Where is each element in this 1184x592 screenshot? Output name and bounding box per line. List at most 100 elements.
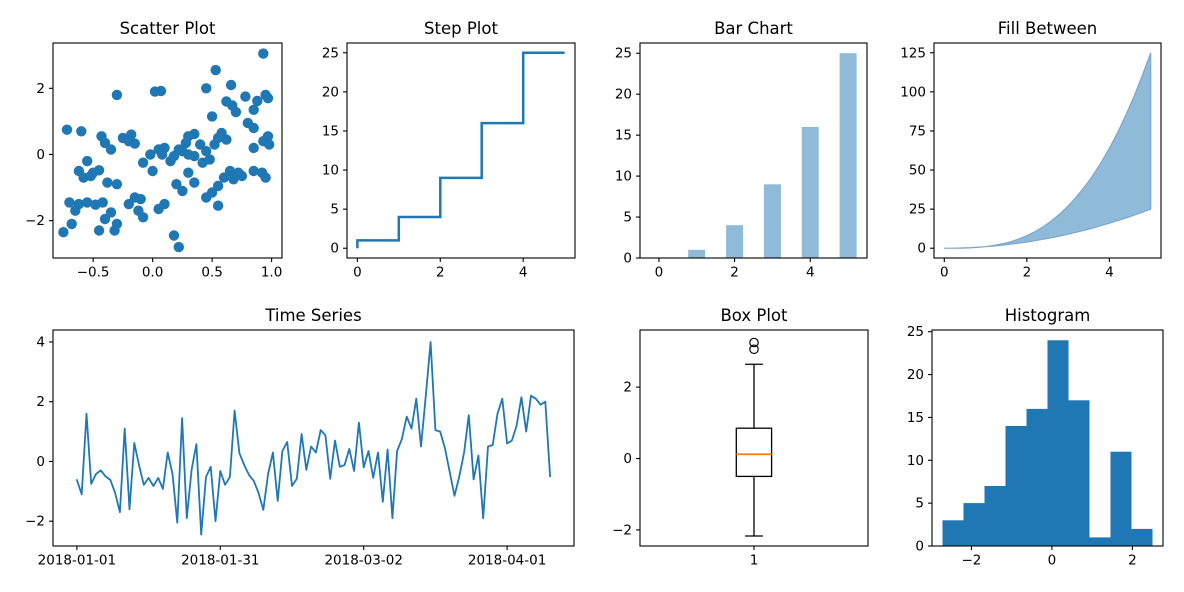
scatter-point [145, 149, 156, 160]
scatter-point [195, 139, 206, 150]
step-line [356, 51, 565, 249]
scatter-point [248, 142, 259, 154]
x-tick-label: 1 [750, 553, 759, 569]
scatter-plot-title: Scatter Plot [120, 19, 216, 38]
y-tick-label: 20 [322, 84, 339, 100]
x-tick-label: 0 [940, 265, 949, 281]
y-tick-label: 5 [915, 496, 924, 512]
scatter-point [183, 167, 194, 178]
scatter-point [109, 225, 120, 236]
time-series-line [76, 341, 551, 536]
scatter-point [105, 207, 117, 218]
scatter-point [111, 89, 123, 101]
y-tick-label: 0 [330, 241, 339, 257]
y-tick-label: 2 [623, 380, 632, 396]
scatter-point [171, 179, 182, 190]
scatter-point [129, 138, 140, 149]
bar-series [688, 53, 857, 259]
y-tick-label: −2 [25, 213, 45, 229]
y-tick-label: 5 [623, 210, 632, 226]
scatter-point [111, 179, 123, 190]
y-tick-label: 15 [907, 410, 924, 426]
time-series-title: Time Series [264, 306, 361, 325]
histogram-bar [1005, 426, 1027, 546]
scatter-point [201, 146, 212, 157]
x-tick-label: 4 [1105, 265, 1114, 281]
y-tick-label: −2 [612, 522, 632, 538]
x-tick-label: 2 [1023, 265, 1032, 281]
y-tick-label: 20 [907, 367, 924, 383]
x-tick-label: 2 [1128, 553, 1137, 569]
bar [801, 127, 819, 258]
scatter-point [177, 185, 188, 197]
y-tick-label: 5 [330, 202, 339, 218]
histogram-bar [963, 503, 985, 546]
scatter-point [137, 157, 149, 168]
scatter-point [97, 197, 108, 208]
scatter-point [153, 203, 164, 215]
scatter-point [102, 177, 113, 188]
histogram-bar [984, 486, 1006, 546]
y-tick-label: 25 [907, 324, 924, 340]
scatter-point [61, 124, 73, 135]
scatter-point [230, 106, 242, 118]
scatter-point [165, 155, 176, 167]
x-tick-label: 2018-03-02 [324, 553, 402, 569]
scatter-point [228, 174, 239, 185]
y-tick-label: 25 [615, 46, 632, 62]
scatter-point [173, 241, 184, 253]
scatter-point [252, 95, 263, 107]
x-tick-label: 2018-04-01 [468, 553, 546, 569]
axes-frame [52, 329, 575, 547]
scatter-point [204, 154, 215, 165]
x-tick-label: −2 [961, 553, 981, 569]
y-tick-label: 0 [623, 451, 632, 467]
scatter-point [135, 193, 146, 205]
axes-frame [346, 42, 576, 259]
y-tick-label: 0 [917, 241, 926, 257]
bar [688, 249, 706, 258]
scatter-point [206, 111, 218, 122]
y-tick-label: 20 [615, 87, 632, 103]
scatter-point [137, 212, 149, 223]
histogram-bar [942, 520, 964, 546]
scatter-points [58, 48, 275, 253]
scatter-point [58, 227, 69, 238]
scatter-point [123, 198, 134, 210]
x-tick-label: 1.0 [261, 265, 282, 281]
x-tick-label: 0 [655, 265, 664, 281]
y-tick-label: 15 [615, 128, 632, 144]
x-tick-label: 2 [436, 265, 445, 281]
scatter-point [201, 83, 212, 94]
scatter-point [66, 218, 77, 230]
y-tick-label: 125 [900, 45, 926, 61]
x-tick-label: 0 [353, 265, 362, 281]
y-tick-label: 50 [909, 163, 926, 179]
histogram-series [942, 340, 1153, 546]
scatter-point [225, 79, 237, 91]
scatter-point [82, 155, 93, 167]
y-tick-label: 75 [909, 124, 926, 140]
x-tick-label: 0.0 [142, 265, 163, 281]
y-tick-label: 25 [909, 202, 926, 218]
x-tick-label: −0.5 [77, 265, 110, 281]
axes-frame [639, 42, 868, 259]
y-tick-label: 2 [36, 394, 45, 410]
x-tick-label: 4 [519, 265, 528, 281]
axes-frame [933, 42, 1162, 259]
area-fill [944, 52, 1152, 249]
scatter-point [248, 165, 259, 177]
histogram-bar [1110, 451, 1132, 546]
axes-frame [52, 42, 283, 259]
subplot-step-plot: Step Plot 0 2 4 0 5 10 15 20 25 [322, 19, 576, 281]
scatter-point [189, 177, 200, 188]
y-tick-label: 10 [615, 169, 632, 185]
histogram-title: Histogram [1005, 306, 1091, 325]
scatter-point [240, 91, 251, 102]
scatter-point [85, 170, 97, 182]
scatter-point [264, 139, 275, 150]
scatter-point [224, 165, 236, 177]
scatter-point [147, 165, 158, 177]
